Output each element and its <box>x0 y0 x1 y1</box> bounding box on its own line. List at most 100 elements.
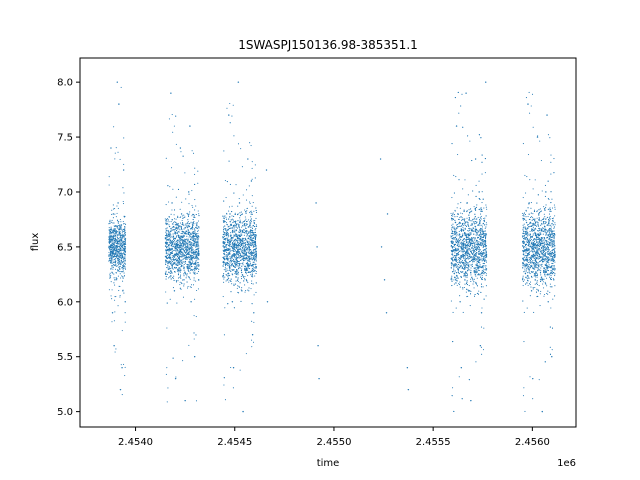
data-point <box>178 263 180 265</box>
data-point <box>225 218 228 220</box>
data-point <box>461 251 463 253</box>
data-point <box>248 241 250 243</box>
data-point <box>460 366 463 369</box>
data-point <box>115 226 117 228</box>
data-point <box>197 257 199 259</box>
data-point <box>166 253 168 255</box>
data-point <box>182 217 184 220</box>
data-point <box>168 233 170 235</box>
data-point <box>459 286 461 288</box>
data-point <box>191 204 193 207</box>
data-point <box>255 209 257 212</box>
data-point <box>223 334 225 336</box>
data-point <box>194 267 196 269</box>
data-point <box>122 242 124 244</box>
data-point <box>247 158 249 160</box>
data-point <box>172 256 174 259</box>
data-point <box>235 247 237 249</box>
data-point <box>249 234 251 236</box>
data-point <box>228 227 230 229</box>
data-point <box>186 247 188 249</box>
data-point <box>255 234 257 236</box>
data-point <box>254 238 256 241</box>
data-point <box>454 231 456 233</box>
data-point <box>113 222 115 224</box>
data-point <box>120 86 122 88</box>
data-point <box>468 209 470 211</box>
data-point <box>246 224 248 226</box>
data-point <box>255 207 257 209</box>
data-point <box>186 226 188 228</box>
data-point <box>194 240 196 242</box>
data-point <box>455 264 457 266</box>
data-point <box>463 224 465 226</box>
data-point <box>251 303 253 305</box>
data-point <box>196 244 198 246</box>
data-point <box>121 240 123 242</box>
data-point <box>480 312 483 314</box>
data-point <box>178 245 180 247</box>
data-point <box>118 227 120 229</box>
data-point <box>193 250 195 252</box>
data-point <box>116 279 118 281</box>
data-point <box>553 279 555 281</box>
data-point <box>456 233 458 235</box>
data-point <box>467 224 469 226</box>
data-point <box>238 224 240 226</box>
data-point <box>253 312 255 314</box>
data-point <box>481 269 483 271</box>
data-point <box>242 229 244 231</box>
data-point <box>109 219 111 221</box>
data-point <box>228 264 230 266</box>
data-point <box>175 281 178 283</box>
data-point <box>111 229 113 231</box>
data-point <box>118 249 120 251</box>
data-point <box>123 260 125 262</box>
data-point <box>226 233 228 235</box>
data-point <box>176 231 178 233</box>
data-point <box>254 177 256 179</box>
data-point <box>180 259 182 261</box>
data-point <box>181 262 183 264</box>
data-point <box>183 279 185 281</box>
data-point <box>122 187 124 189</box>
data-point <box>168 246 170 248</box>
data-point <box>185 273 187 276</box>
data-point <box>112 242 114 244</box>
data-point <box>111 248 113 250</box>
data-point <box>241 226 243 228</box>
data-point <box>168 225 170 227</box>
data-point <box>108 247 111 250</box>
data-point <box>170 237 172 239</box>
data-point <box>168 257 170 259</box>
data-point <box>173 229 176 231</box>
data-point <box>180 261 182 263</box>
data-point <box>169 257 171 259</box>
data-point <box>483 241 485 243</box>
data-point <box>228 234 230 236</box>
data-point <box>112 231 114 233</box>
data-point <box>165 232 167 234</box>
data-point <box>114 311 116 313</box>
data-point <box>246 246 248 248</box>
data-point <box>226 257 228 259</box>
data-point <box>169 263 171 265</box>
data-point <box>183 263 185 266</box>
data-point <box>179 268 181 270</box>
data-point <box>193 233 195 235</box>
data-point <box>245 271 247 274</box>
data-point <box>253 210 255 212</box>
data-point <box>181 240 183 242</box>
data-point <box>172 276 174 279</box>
data-point <box>167 230 169 232</box>
data-point <box>117 222 119 224</box>
data-point <box>116 212 118 214</box>
data-point <box>231 269 234 271</box>
data-point <box>234 213 236 215</box>
data-point <box>466 274 469 276</box>
data-point <box>192 284 195 286</box>
data-point <box>122 249 125 251</box>
data-point <box>194 235 196 237</box>
data-point <box>174 242 176 244</box>
data-point <box>476 240 479 242</box>
